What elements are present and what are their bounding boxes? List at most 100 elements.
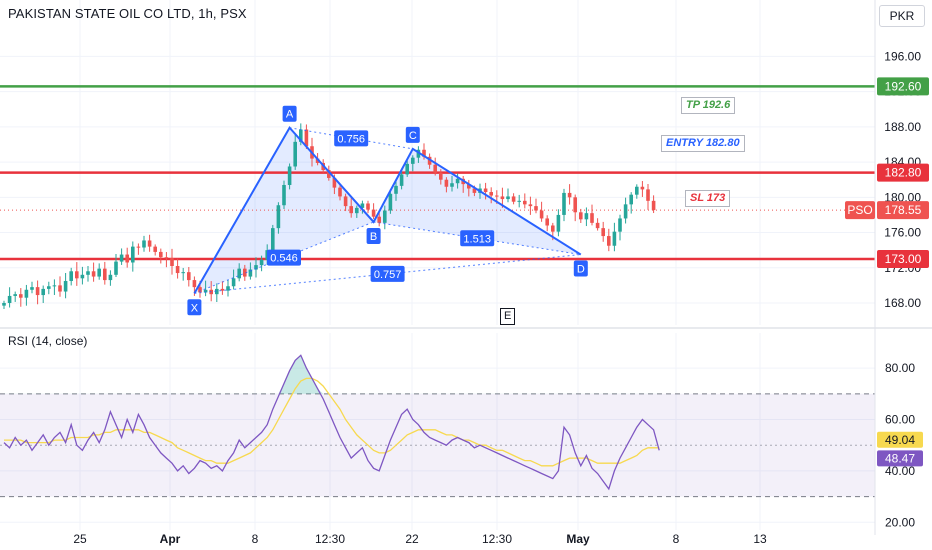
candle [181, 272, 185, 274]
candle [159, 251, 163, 258]
price-tick-label: 188.00 [884, 120, 921, 134]
ratio-tag-bd [460, 230, 495, 247]
time-tick-label: 8 [673, 532, 680, 546]
candle [226, 286, 230, 291]
symbol-label: PSO [847, 203, 872, 217]
candle [304, 129, 309, 147]
candle [35, 287, 40, 296]
pattern-point-label: D [577, 264, 585, 276]
rsi-indicator [3, 354, 660, 491]
level-price-tag-entry [877, 163, 929, 182]
candle [293, 141, 297, 167]
candle [271, 228, 275, 251]
candle [147, 240, 152, 247]
candle [506, 196, 510, 200]
candle [153, 246, 157, 252]
candle [601, 228, 605, 237]
price-tick-label: 168.00 [884, 296, 921, 310]
candle [455, 178, 460, 184]
pattern-point-label: B [370, 231, 377, 243]
candle [383, 210, 387, 223]
candle [534, 206, 538, 211]
candle [41, 288, 45, 296]
candle [355, 207, 359, 214]
candle [450, 183, 454, 187]
symbol-tag [845, 201, 875, 220]
horizontal-levels [0, 85, 875, 261]
candle [377, 216, 381, 223]
candle [590, 213, 594, 223]
candle [276, 205, 281, 229]
candle [629, 194, 633, 205]
candle [444, 179, 449, 187]
time-tick-label: 12:30 [315, 532, 345, 546]
bcd-triangle [373, 148, 581, 255]
candle [433, 164, 437, 173]
candle [175, 266, 180, 274]
currency-button[interactable]: PKR [879, 5, 925, 27]
candle [13, 294, 17, 296]
pattern-point-c [405, 126, 420, 143]
pattern-point-b [366, 227, 381, 244]
sl-annotation[interactable]: SL 173 [685, 190, 731, 207]
level-price-label: 173.00 [885, 252, 922, 266]
candle [69, 271, 73, 281]
candle [556, 214, 561, 232]
time-tick-label: May [566, 532, 590, 546]
level-price-tag-tp [877, 77, 929, 96]
chart-title: PAKISTAN STATE OIL CO LTD, 1h, PSX [8, 6, 247, 21]
candle [97, 268, 101, 277]
candle [203, 289, 208, 293]
e-marker[interactable]: E [500, 308, 516, 325]
time-tick-label: 12:30 [482, 532, 512, 546]
ratio-tag-xb [267, 249, 301, 266]
rsi-ma-line [4, 377, 660, 467]
time-tick-label: 13 [753, 532, 767, 546]
time-tick-label: 22 [405, 532, 419, 546]
candle [567, 192, 572, 198]
candle [142, 240, 146, 248]
time-axis[interactable]: 25 Apr 8 12:30 22 12:30 May 8 13 [73, 532, 767, 546]
candle [411, 157, 415, 164]
candle [439, 172, 443, 180]
candle [523, 200, 527, 205]
ratio-label: 0.756 [337, 133, 365, 145]
candle [80, 274, 85, 279]
price-axis[interactable]: 168.00172.00176.00180.00184.00188.00192.… [845, 0, 929, 535]
candle [164, 257, 169, 259]
candle [192, 280, 197, 288]
candle [75, 271, 79, 279]
price-tick-label: 196.00 [884, 49, 921, 63]
candle [63, 280, 68, 292]
entry-annotation[interactable]: ENTRY 182.80 [661, 135, 745, 152]
rsi-title: RSI (14, close) [8, 334, 88, 348]
rsi-tick-label: 80.00 [885, 361, 915, 375]
pattern-ratio-line [289, 127, 413, 150]
pattern-point-d [573, 260, 588, 277]
candle [237, 268, 241, 279]
candle [7, 295, 12, 303]
candle [416, 149, 421, 158]
candle [47, 286, 51, 289]
candle [343, 196, 348, 207]
candle [231, 278, 236, 287]
rsi-tick-label: 60.00 [885, 413, 915, 427]
rsi-tick-label: 40.00 [885, 464, 915, 478]
candle [595, 222, 600, 229]
candle [327, 170, 331, 178]
candle [86, 271, 90, 275]
pattern-point-x [187, 299, 202, 316]
tp-annotation[interactable]: TP 192.6 [681, 97, 736, 114]
candle [394, 185, 398, 194]
candle [349, 206, 353, 214]
candle [640, 186, 645, 190]
candle [500, 196, 505, 200]
ratio-label: 0.546 [270, 253, 298, 265]
candle [114, 261, 118, 275]
candle [125, 254, 129, 263]
candle [254, 265, 258, 270]
price-tick-label: 176.00 [884, 226, 921, 240]
rsi-overbought-fill [4, 355, 660, 394]
candle [170, 258, 174, 266]
